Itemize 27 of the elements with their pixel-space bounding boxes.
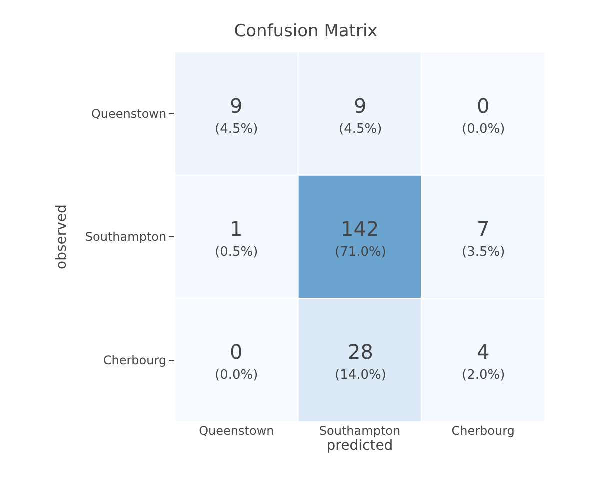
annotation: (0.0%): [462, 122, 506, 137]
y-tick-label: Queenstown: [91, 106, 167, 121]
x-tick-label: Southampton: [319, 424, 401, 438]
data-label: 7: [477, 217, 490, 241]
annotation: (2.0%): [462, 368, 506, 383]
data-label: 0: [477, 94, 490, 118]
annotation: (3.5%): [462, 245, 506, 260]
data-label: 0: [230, 340, 243, 364]
data-label: 1: [230, 217, 243, 241]
annotation: (4.5%): [215, 122, 258, 137]
x-axis-title: predicted: [326, 438, 394, 454]
data-label: 4: [477, 340, 490, 364]
y-tick-label: Southampton: [85, 230, 167, 244]
chart-title: Confusion Matrix: [234, 21, 378, 42]
x-tick-label: Queenstown: [199, 424, 274, 438]
annotation: (4.5%): [339, 122, 382, 137]
annotation: (71.0%): [335, 245, 386, 260]
data-label: 9: [354, 94, 367, 118]
x-tick-label: Cherbourg: [452, 424, 515, 438]
data-label: 28: [348, 340, 374, 364]
data-label: 9: [230, 94, 243, 118]
data-label: 142: [341, 217, 380, 241]
annotation: (14.0%): [335, 368, 386, 383]
annotation: (0.5%): [215, 245, 258, 260]
y-axis-title: observed: [54, 204, 70, 270]
annotation: (0.0%): [215, 368, 258, 383]
y-tick-label: Cherbourg: [103, 354, 167, 368]
